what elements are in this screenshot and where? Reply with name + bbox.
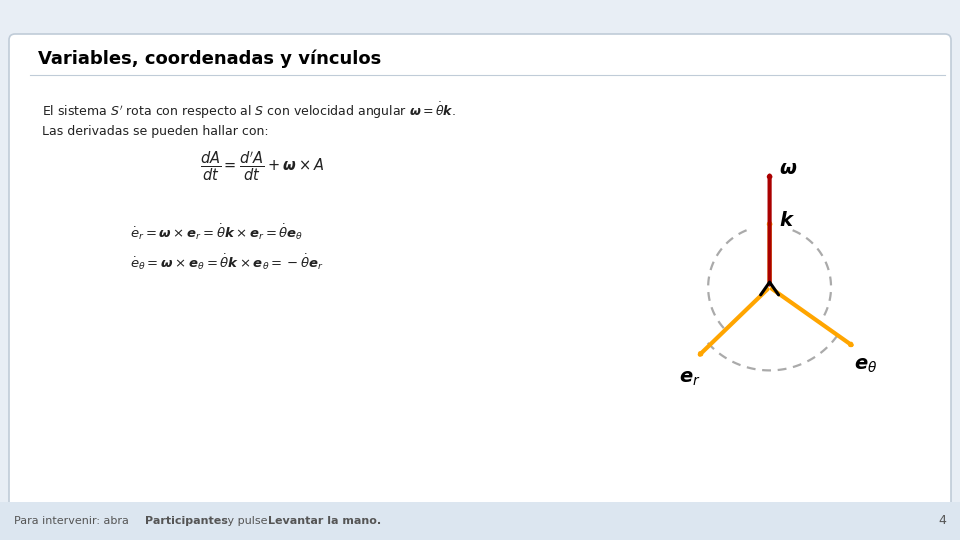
Text: Para intervenir: abra: Para intervenir: abra (14, 516, 132, 526)
Text: Variables, coordenadas y vínculos: Variables, coordenadas y vínculos (38, 50, 381, 69)
Text: $\boldsymbol{e}_r$: $\boldsymbol{e}_r$ (680, 369, 701, 388)
Text: $\dot{e}_\theta = \boldsymbol{\omega} \times \boldsymbol{e}_\theta = \dot{\theta: $\dot{e}_\theta = \boldsymbol{\omega} \t… (130, 252, 324, 272)
Text: $\boldsymbol{\omega}$: $\boldsymbol{\omega}$ (779, 159, 797, 178)
FancyBboxPatch shape (0, 502, 960, 540)
Text: Levantar la mano.: Levantar la mano. (268, 516, 381, 526)
Text: y pulse: y pulse (224, 516, 271, 526)
Text: $\dfrac{dA}{dt} = \dfrac{d'A}{dt} + \boldsymbol{\omega} \times A$: $\dfrac{dA}{dt} = \dfrac{d'A}{dt} + \bol… (200, 150, 324, 183)
Text: Participantes: Participantes (145, 516, 228, 526)
Text: $\boldsymbol{k}$: $\boldsymbol{k}$ (779, 211, 795, 230)
Text: El sistema $S'$ rota con respecto al $S$ con velocidad angular $\boldsymbol{\ome: El sistema $S'$ rota con respecto al $S$… (42, 100, 456, 120)
Text: $\boldsymbol{e}_\theta$: $\boldsymbol{e}_\theta$ (853, 356, 877, 375)
FancyBboxPatch shape (9, 34, 951, 511)
Text: $\dot{e}_r = \boldsymbol{\omega} \times \boldsymbol{e}_r = \dot{\theta}\boldsymb: $\dot{e}_r = \boldsymbol{\omega} \times … (130, 222, 303, 242)
Text: 4: 4 (938, 515, 946, 528)
Text: Las derivadas se pueden hallar con:: Las derivadas se pueden hallar con: (42, 125, 269, 138)
